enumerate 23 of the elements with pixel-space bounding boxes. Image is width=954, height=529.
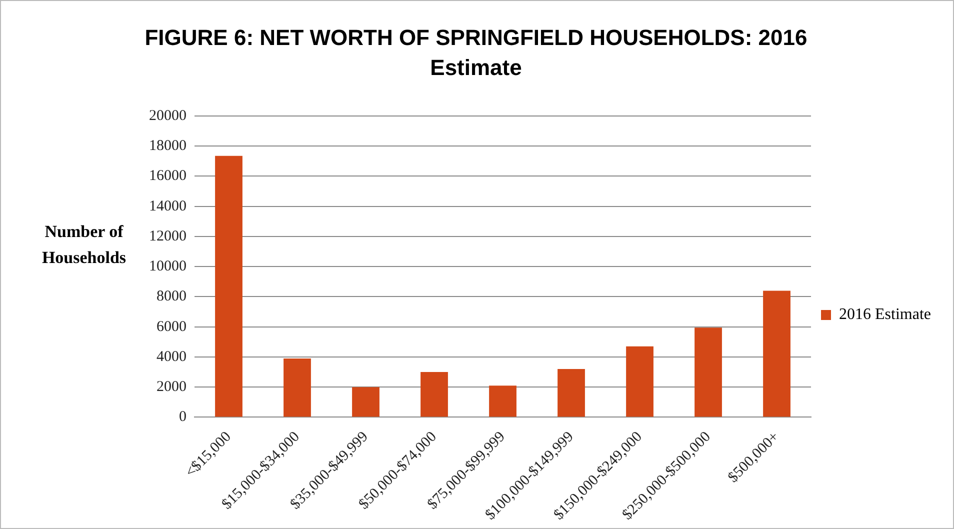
bar <box>284 358 311 417</box>
legend-label: 2016 Estimate <box>839 306 931 324</box>
bar <box>763 290 790 417</box>
y-tick-label: 10000 <box>149 258 186 275</box>
y-tick-label: 12000 <box>149 228 186 244</box>
y-tick-label: 18000 <box>149 138 186 154</box>
bar <box>558 369 585 417</box>
chart-title: FIGURE 6: NET WORTH OF SPRINGFIELD HOUSEHOLDS: 2016 Estimate <box>144 24 808 82</box>
y-tick-label: 2000 <box>156 379 186 396</box>
y-axis-title: Number of Households <box>40 221 128 269</box>
bar <box>694 328 722 417</box>
bar <box>626 346 654 417</box>
bar <box>489 386 516 417</box>
y-tick-label: 6000 <box>156 318 186 335</box>
y-tick-label: 14000 <box>149 198 186 214</box>
bar <box>215 156 242 417</box>
bar <box>352 387 380 417</box>
y-tick-label: 4000 <box>156 348 186 365</box>
y-tick-label: 8000 <box>156 288 186 305</box>
y-tick-label: 0 <box>179 409 186 426</box>
bar <box>420 372 448 417</box>
y-tick-label: 16000 <box>149 168 186 184</box>
y-tick-label: 20000 <box>149 108 186 124</box>
